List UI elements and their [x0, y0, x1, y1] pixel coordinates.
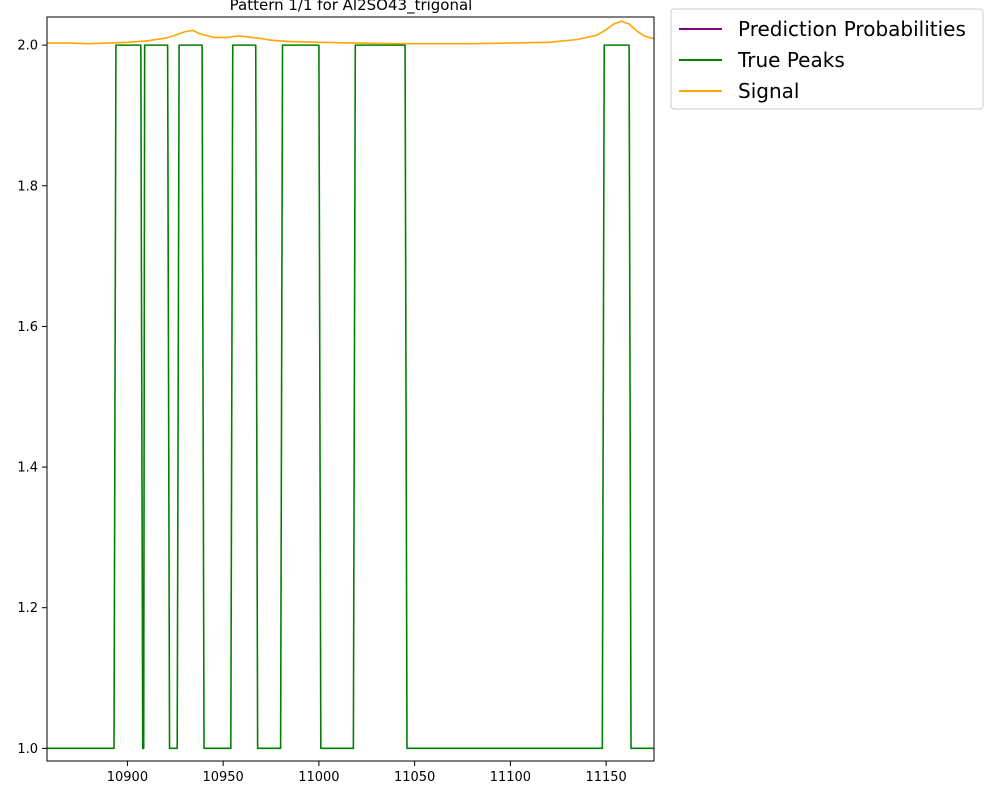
x-tick-label: 11000 — [298, 770, 339, 785]
plot-lines — [47, 20, 655, 750]
y-tick-label: 1.2 — [17, 601, 38, 616]
x-tick-label: 10950 — [202, 770, 243, 785]
legend: Prediction Probabilities True Peaks Signal — [670, 8, 984, 110]
legend-label: True Peaks — [737, 48, 845, 72]
y-tick-label: 1.0 — [17, 742, 38, 757]
y-tick-label: 1.4 — [17, 461, 38, 476]
series-line-2 — [47, 20, 655, 45]
series-line-1 — [47, 44, 654, 750]
legend-label: Signal — [738, 79, 799, 103]
x-axis: 10900 10950 11000 11050 11100 11150 — [107, 761, 627, 785]
y-axis: 1.0 1.2 1.4 1.6 1.8 2.0 — [17, 39, 47, 757]
x-tick-label: 11150 — [585, 770, 626, 785]
y-tick-label: 2.0 — [17, 39, 38, 54]
x-tick-label: 11050 — [394, 770, 435, 785]
y-tick-label: 1.6 — [17, 320, 38, 335]
x-tick-label: 11100 — [490, 770, 531, 785]
y-tick-label: 1.8 — [17, 179, 38, 194]
chart-title: Pattern 1/1 for Al2SO43_trigonal — [230, 0, 473, 15]
legend-label: Prediction Probabilities — [738, 17, 966, 41]
legend-frame — [670, 8, 984, 110]
plot-frame — [46, 16, 655, 762]
x-tick-label: 10900 — [107, 770, 148, 785]
